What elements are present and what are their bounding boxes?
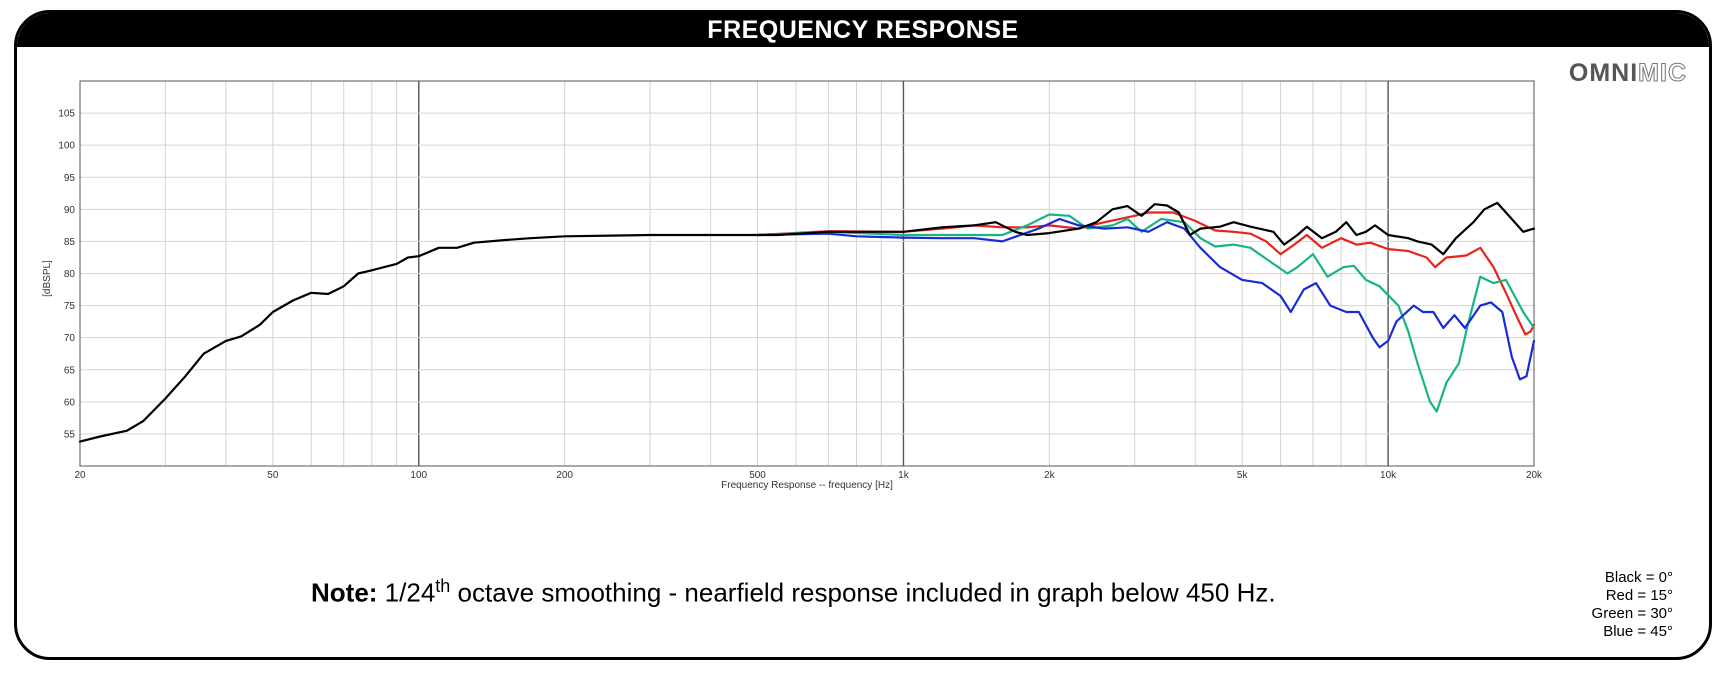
logo-text-bold: OMNI (1568, 59, 1639, 87)
x-tick-label: 5k (1237, 470, 1249, 481)
frequency-response-chart: 55 60 65 70 75 80 85 90 95 100 105 20 50 100 200 500 1k… (42, 80, 1543, 491)
y-tick-label: 60 (64, 397, 76, 408)
x-tick-label: 10k (1380, 470, 1397, 481)
legend-entry-black: Black = 0° (1604, 569, 1673, 586)
header-band: FREQUENCY RESPONSE (17, 13, 1709, 47)
x-tick-label: 2k (1044, 470, 1056, 481)
x-tick-label: 20 (74, 470, 86, 481)
series-line-30deg (756, 213, 1536, 413)
x-tick-label: 20k (1526, 470, 1543, 481)
note-label: Note: (311, 577, 378, 608)
series-lines (78, 201, 1536, 443)
y-tick-label: 75 (64, 301, 76, 312)
x-tick-label: 100 (410, 470, 427, 481)
grid-lines (79, 81, 1535, 466)
x-tick-label: 50 (267, 470, 279, 481)
x-tick-labels: 20 50 100 200 500 1k 2k 5k 10k 20k (74, 470, 1543, 481)
y-tick-label: 80 (64, 269, 76, 280)
note-prefix: 1/24 (384, 577, 436, 608)
y-tick-label: 70 (64, 333, 76, 344)
y-tick-label: 105 (58, 109, 75, 120)
note-superscript: th (435, 576, 451, 596)
x-axis-label: Frequency Response -- frequency [Hz] (721, 480, 893, 491)
chart-title: FREQUENCY RESPONSE (707, 16, 1019, 44)
legend-entry-green: Green = 30° (1591, 605, 1673, 622)
series-line-0deg (78, 201, 1536, 443)
y-tick-label: 90 (64, 205, 76, 216)
omnimic-logo: OMNIMIC (1569, 59, 1687, 88)
angle-legend: Black = 0° Red = 15° Green = 30° Blue = … (1592, 569, 1673, 641)
logo-text-light: MIC (1638, 59, 1687, 88)
smoothing-note: Note: 1/24th octave smoothing - nearfiel… (311, 576, 1276, 609)
chart-frame: FREQUENCY RESPONSE OMNIMIC 55 60 65 70 75 80 8… (14, 10, 1712, 660)
plot-area-border (79, 80, 1535, 467)
series-line-15deg (756, 211, 1536, 336)
y-tick-label: 55 (64, 429, 76, 440)
legend-entry-blue: Blue = 45° (1603, 623, 1673, 640)
y-axis-label: [dBSPL] (42, 260, 53, 297)
y-tick-label: 85 (64, 237, 76, 248)
x-tick-label: 200 (556, 470, 573, 481)
y-tick-label: 95 (64, 173, 76, 184)
note-text: octave smoothing - nearfield response in… (450, 577, 1276, 608)
legend-entry-red: Red = 15° (1605, 587, 1673, 604)
x-tick-label: 500 (749, 470, 766, 481)
y-tick-label: 100 (58, 141, 75, 152)
x-tick-label: 1k (898, 470, 910, 481)
y-tick-label: 65 (64, 365, 76, 376)
y-tick-labels: 55 60 65 70 75 80 85 90 95 100 105 (58, 109, 75, 441)
series-line-45deg (756, 217, 1536, 381)
